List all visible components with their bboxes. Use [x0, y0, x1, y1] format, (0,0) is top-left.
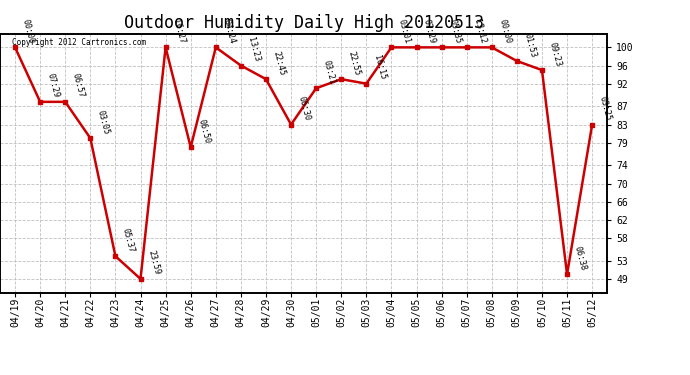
Text: 03:21: 03:21 — [322, 59, 337, 86]
Text: 22:45: 22:45 — [272, 50, 286, 76]
Text: 22:55: 22:55 — [347, 50, 362, 76]
Text: 03:01: 03:01 — [397, 18, 412, 45]
Text: 06:30: 06:30 — [297, 95, 312, 122]
Text: 16:15: 16:15 — [372, 54, 387, 81]
Text: 00:00: 00:00 — [21, 18, 36, 45]
Text: 01:53: 01:53 — [522, 32, 538, 58]
Text: 16:27: 16:27 — [171, 18, 186, 45]
Text: 09:23: 09:23 — [548, 41, 562, 67]
Text: 06:38: 06:38 — [573, 245, 588, 272]
Text: 06:50: 06:50 — [196, 118, 211, 144]
Text: 13:12: 13:12 — [472, 18, 487, 45]
Text: 00:00: 00:00 — [497, 18, 513, 45]
Text: 05:37: 05:37 — [121, 227, 136, 254]
Text: 13:23: 13:23 — [246, 36, 262, 63]
Title: Outdoor Humidity Daily High 20120513: Outdoor Humidity Daily High 20120513 — [124, 14, 484, 32]
Text: 05:35: 05:35 — [447, 18, 462, 45]
Text: 03:25: 03:25 — [598, 95, 613, 122]
Text: 07:29: 07:29 — [422, 18, 437, 45]
Text: Copyright 2012 Cartronics.com: Copyright 2012 Cartronics.com — [12, 38, 146, 46]
Text: 03:05: 03:05 — [96, 109, 111, 135]
Text: 23:59: 23:59 — [146, 250, 161, 276]
Text: 04:24: 04:24 — [221, 18, 237, 45]
Text: 06:57: 06:57 — [71, 73, 86, 99]
Text: 07:29: 07:29 — [46, 73, 61, 99]
